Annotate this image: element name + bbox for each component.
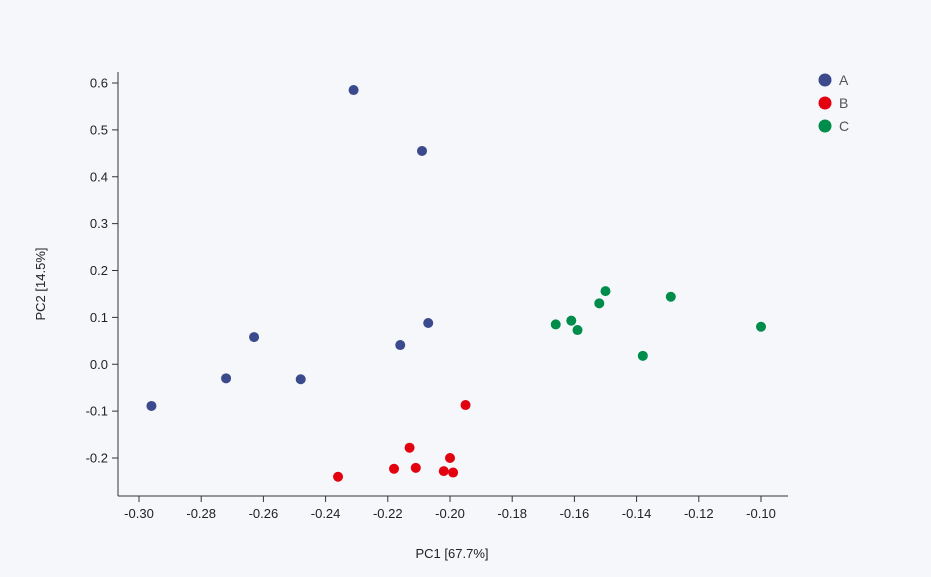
legend-item-b[interactable]: B	[818, 95, 849, 111]
data-point-c[interactable]	[600, 286, 611, 297]
data-point-b[interactable]	[404, 442, 415, 453]
data-point-a[interactable]	[146, 400, 157, 411]
legend-label: A	[839, 72, 849, 88]
x-tick-label: -0.20	[435, 506, 465, 521]
x-tick-label: -0.10	[746, 506, 776, 521]
data-point-c[interactable]	[566, 315, 577, 326]
x-tick-label: -0.18	[497, 506, 527, 521]
x-tick-label: -0.16	[560, 506, 590, 521]
data-point-b[interactable]	[438, 466, 449, 477]
y-tick-label: -0.1	[86, 404, 108, 419]
data-points	[146, 85, 766, 482]
x-tick-label: -0.30	[124, 506, 154, 521]
y-axis-ticks: 0.6 0.5 0.4 0.3 0.2 0.1 0.0 -0.1 -0.2	[86, 76, 118, 466]
data-point-c[interactable]	[550, 319, 561, 330]
x-tick-label: -0.28	[186, 506, 216, 521]
legend-item-a[interactable]: A	[818, 72, 850, 88]
data-point-a[interactable]	[348, 85, 359, 96]
legend-item-c[interactable]: C	[818, 118, 850, 134]
axes	[117, 72, 788, 497]
data-point-c[interactable]	[756, 321, 766, 332]
data-point-a[interactable]	[417, 145, 428, 156]
data-point-c[interactable]	[572, 325, 583, 336]
legend-label: B	[839, 95, 848, 111]
x-tick-label: -0.14	[622, 506, 652, 521]
data-point-a[interactable]	[249, 332, 260, 343]
legend-marker	[818, 119, 832, 133]
y-tick-label: 0.5	[90, 122, 108, 137]
x-axis-ticks: -0.30 -0.28 -0.26 -0.24 -0.22 -0.20 -0.18 -0.16…	[124, 496, 776, 521]
y-axis-title: PC2 [14.5%]	[33, 248, 48, 321]
legend-marker	[818, 73, 832, 87]
y-tick-label: 0.2	[90, 263, 108, 278]
y-tick-label: 0.4	[90, 169, 108, 184]
data-point-b[interactable]	[448, 467, 459, 478]
data-point-a[interactable]	[221, 373, 232, 384]
data-point-a[interactable]	[295, 374, 306, 385]
legend-label: C	[839, 118, 849, 134]
y-tick-label: -0.2	[86, 451, 108, 466]
y-tick-label: 0.0	[90, 357, 108, 372]
x-tick-label: -0.26	[249, 506, 279, 521]
data-point-b[interactable]	[389, 463, 400, 474]
x-tick-label: -0.12	[684, 506, 714, 521]
data-point-c[interactable]	[665, 291, 676, 302]
x-tick-label: -0.24	[311, 506, 341, 521]
legend-marker	[818, 96, 832, 110]
y-tick-label: 0.1	[90, 310, 108, 325]
data-point-c[interactable]	[637, 350, 648, 361]
data-point-c[interactable]	[594, 298, 605, 309]
data-point-a[interactable]	[423, 318, 434, 328]
data-point-b[interactable]	[333, 471, 344, 482]
data-point-b[interactable]	[445, 453, 455, 463]
y-tick-label: 0.3	[90, 216, 108, 231]
data-point-b[interactable]	[410, 462, 421, 473]
data-point-a[interactable]	[395, 340, 406, 351]
y-tick-label: 0.6	[90, 76, 108, 91]
x-tick-label: -0.22	[373, 506, 403, 521]
x-axis-title: PC1 [67.7%]	[416, 546, 489, 561]
data-point-b[interactable]	[460, 400, 471, 411]
legend: ABC	[818, 72, 850, 134]
